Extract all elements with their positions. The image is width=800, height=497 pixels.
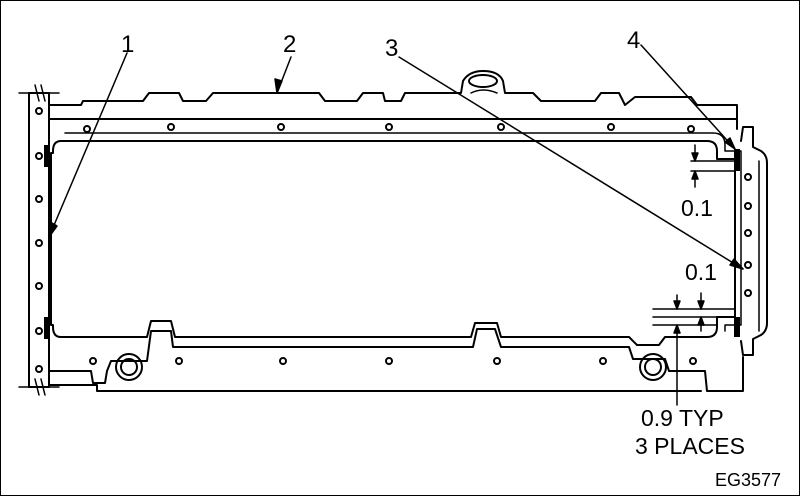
inner-gasket-loop [50, 140, 736, 346]
callout-2: 2 [283, 31, 297, 58]
callout-1: 1 [121, 31, 135, 58]
left-flange [28, 92, 50, 388]
upper-gap-dimension: 0.1 [681, 195, 713, 221]
inner-gasket-outline [64, 132, 742, 332]
sealant-beads [44, 145, 740, 339]
locating-bosses [115, 353, 667, 381]
offset-note-line2: 3 PLACES [635, 433, 745, 459]
bolt-holes [83, 123, 697, 365]
offset-note-line1: 0.9 TYP [641, 405, 724, 431]
callout-4: 4 [627, 27, 641, 54]
callout-3: 3 [385, 35, 399, 62]
lower-gap-dimension: 0.1 [685, 259, 717, 285]
lower-rail [48, 328, 744, 392]
leader-lines [48, 44, 744, 270]
dimension-marks [652, 144, 736, 406]
figure-code: EG3577 [715, 470, 782, 490]
right-flange [740, 126, 768, 356]
upper-rail [48, 70, 738, 130]
